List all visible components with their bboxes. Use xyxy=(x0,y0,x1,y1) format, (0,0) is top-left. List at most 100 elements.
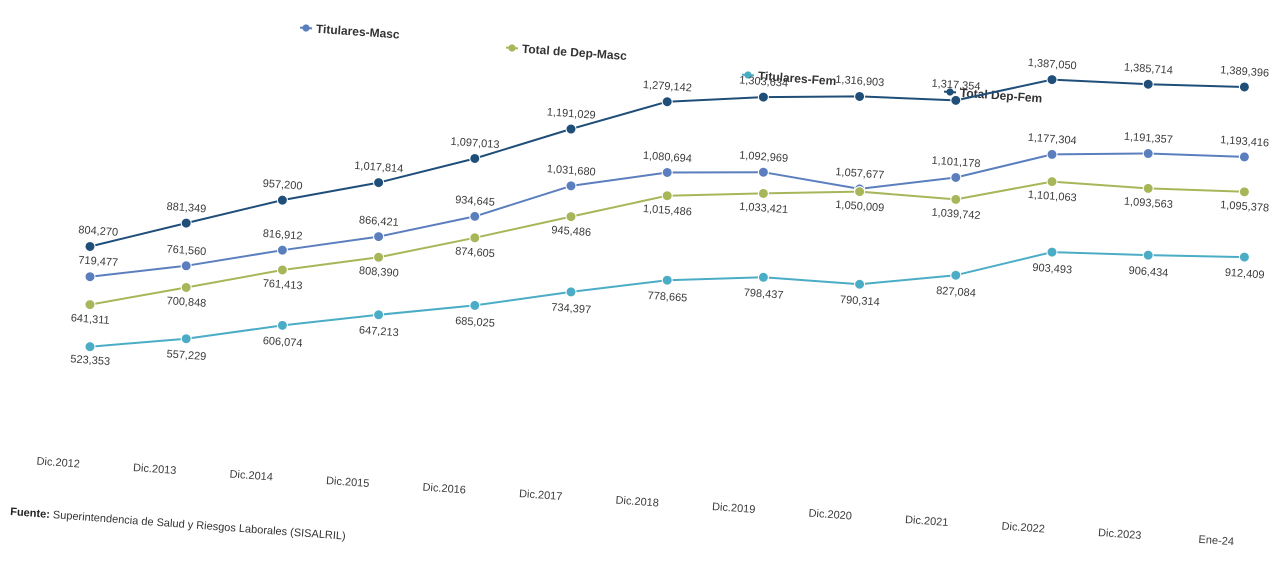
data-point xyxy=(1142,148,1154,160)
data-label: 1,017,814 xyxy=(354,160,404,175)
data-point xyxy=(1238,251,1250,263)
data-label: 804,270 xyxy=(78,224,119,239)
category-label: Dic.2013 xyxy=(133,462,177,477)
legend-label: Titulares-Fem xyxy=(757,69,836,88)
data-point xyxy=(469,299,481,311)
data-point xyxy=(565,180,577,192)
data-label: 1,317,354 xyxy=(931,78,981,93)
data-label: 719,477 xyxy=(78,254,119,269)
legend-marker xyxy=(946,88,954,96)
legend-label: Total de Dep-Masc xyxy=(521,42,627,63)
x-axis: Dic.2012 Dic.2013 Dic.2014 Dic.2015 Dic.2016… xyxy=(36,456,1234,549)
data-label: 1,057,677 xyxy=(835,166,885,181)
data-point xyxy=(1046,246,1058,258)
legend: Titulares-Masc Total de Dep-Masc Titulares… xyxy=(299,22,1043,105)
data-point xyxy=(180,217,192,229)
data-point xyxy=(276,194,288,206)
data-point xyxy=(84,271,96,283)
data-point xyxy=(661,190,673,202)
data-point xyxy=(854,90,866,102)
legend-marker xyxy=(508,44,516,52)
data-label: 816,912 xyxy=(262,228,303,243)
data-point xyxy=(180,333,192,345)
series-4: 804,270 881,349 957,200 1,017,814 1,097,013 1… xyxy=(78,57,1269,252)
data-label: 641,311 xyxy=(70,312,110,327)
category-label: Ene-24 xyxy=(1198,534,1234,548)
data-point xyxy=(180,281,192,293)
data-point xyxy=(950,171,962,183)
category-label: Dic.2022 xyxy=(1001,521,1045,536)
data-label: 808,390 xyxy=(359,265,400,280)
data-point xyxy=(757,187,769,199)
data-point xyxy=(1238,81,1250,93)
data-label: 874,605 xyxy=(455,245,496,260)
data-label: 1,101,178 xyxy=(931,155,981,170)
data-label: 790,314 xyxy=(840,294,881,309)
source-note: Fuente: Superintendencia de Salud y Ries… xyxy=(10,506,346,543)
data-label: 1,279,142 xyxy=(643,79,693,94)
category-label: Dic.2021 xyxy=(905,514,949,529)
data-label: 1,080,694 xyxy=(643,150,693,165)
category-label: Dic.2023 xyxy=(1098,527,1142,542)
data-point xyxy=(1142,182,1154,194)
data-label: 881,349 xyxy=(166,201,207,216)
data-label: 1,389,396 xyxy=(1220,64,1270,79)
category-label: Dic.2015 xyxy=(326,475,370,490)
series-2: 641,311 700,848 761,413 808,390 874,605 945,4… xyxy=(70,176,1269,327)
legend-marker xyxy=(302,24,310,32)
data-label: 827,084 xyxy=(936,285,977,300)
data-label: 1,031,680 xyxy=(546,163,596,178)
data-point xyxy=(757,91,769,103)
data-point xyxy=(565,123,577,135)
data-label: 778,665 xyxy=(647,290,688,305)
data-point xyxy=(84,341,96,353)
data-label: 945,486 xyxy=(551,224,592,239)
data-label: 1,193,416 xyxy=(1220,134,1270,149)
data-point xyxy=(1046,74,1058,86)
data-point xyxy=(373,231,385,243)
data-label: 1,385,714 xyxy=(1124,62,1174,77)
category-label: Dic.2020 xyxy=(808,508,852,523)
data-point xyxy=(84,240,96,252)
data-label: 1,015,486 xyxy=(643,203,693,218)
category-label: Dic.2012 xyxy=(36,456,80,471)
data-label: 1,092,969 xyxy=(739,150,789,165)
data-point xyxy=(565,211,577,223)
data-point xyxy=(1142,249,1154,261)
data-label: 685,025 xyxy=(455,315,496,330)
data-label: 1,101,063 xyxy=(1027,189,1077,204)
source-text: Superintendencia de Salud y Riesgos Labo… xyxy=(49,509,346,543)
data-point xyxy=(180,260,192,272)
data-point xyxy=(854,186,866,198)
data-point xyxy=(950,269,962,281)
category-label: Dic.2018 xyxy=(615,495,659,510)
data-label: 934,645 xyxy=(455,194,496,209)
data-point xyxy=(950,193,962,205)
data-point xyxy=(84,299,96,311)
data-label: 903,493 xyxy=(1032,262,1073,277)
source-label: Fuente: xyxy=(10,506,51,521)
series-3: 523,353 557,229 606,074 647,213 685,025 734,3… xyxy=(70,246,1265,368)
category-label: Dic.2019 xyxy=(712,501,756,516)
data-point xyxy=(469,210,481,222)
data-point xyxy=(950,94,962,106)
data-point xyxy=(661,274,673,286)
data-label: 798,437 xyxy=(743,287,784,302)
data-point xyxy=(1238,186,1250,198)
data-point xyxy=(757,271,769,283)
data-point xyxy=(1238,151,1250,163)
data-label: 1,191,029 xyxy=(546,106,596,121)
data-label: 1,316,903 xyxy=(835,74,885,89)
data-point xyxy=(1046,148,1058,160)
data-point xyxy=(276,264,288,276)
data-label: 761,560 xyxy=(166,243,207,258)
data-point xyxy=(276,319,288,331)
data-point xyxy=(469,232,481,244)
data-label: 1,303,634 xyxy=(739,74,789,89)
data-label: 734,397 xyxy=(551,302,592,317)
legend-marker xyxy=(744,71,752,79)
data-point xyxy=(469,152,481,164)
legend-item: Titulares-Masc xyxy=(299,22,400,42)
